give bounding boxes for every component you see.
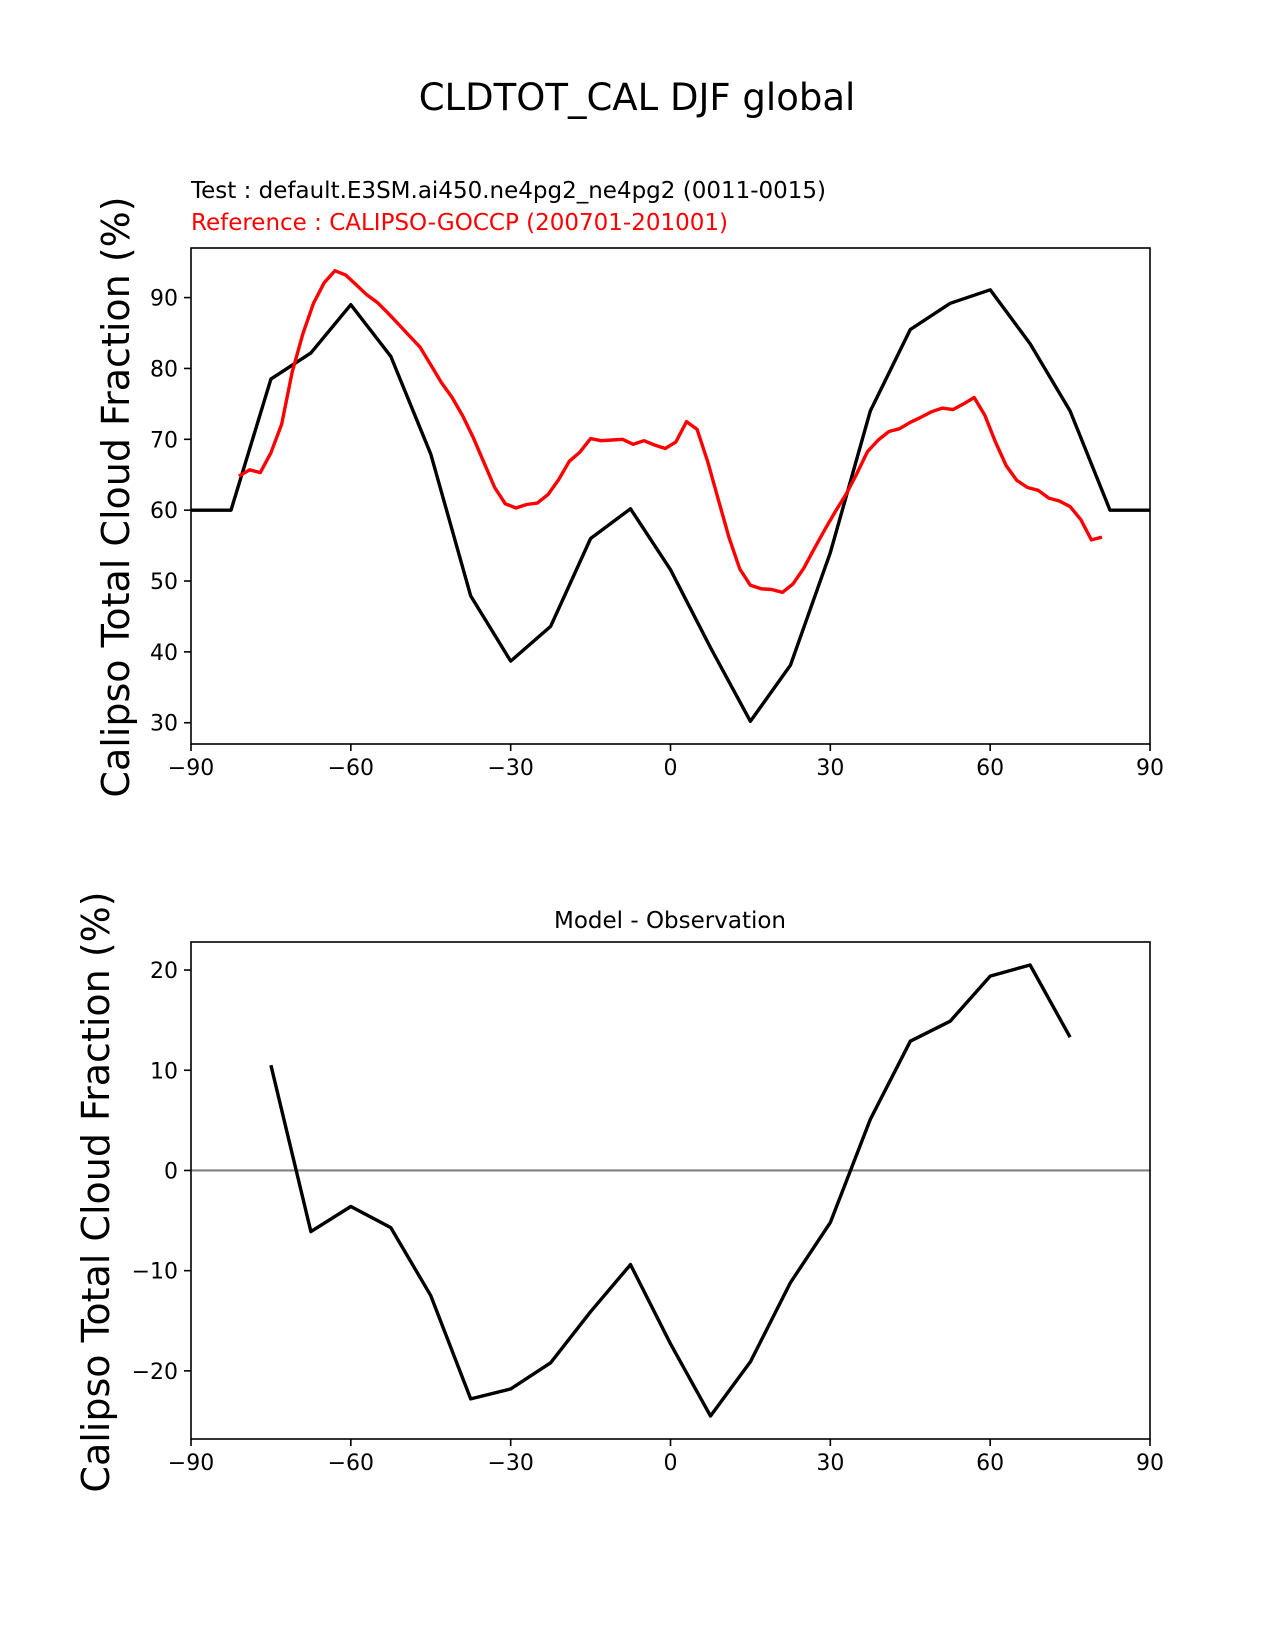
top-chart: Test : default.E3SM.ai450.ne4pg2_ne4pg2 …: [94, 178, 1164, 798]
bottom-series-line-0: [269, 963, 1072, 1418]
bottom-y-tick-label: 10: [150, 1059, 178, 1084]
top-x-tick-label: −60: [328, 756, 374, 781]
top-x-tick-label: 60: [976, 756, 1004, 781]
bottom-plot-lines: [191, 963, 1150, 1418]
top-y-tick-label: 60: [150, 499, 178, 524]
top-y-tick-label: 50: [150, 570, 178, 595]
bottom-y-tick-label: 20: [150, 959, 178, 984]
top-x-tick-label: 0: [664, 756, 678, 781]
top-x-tick-label: −30: [487, 756, 533, 781]
bottom-x-tick-label: 30: [816, 1451, 844, 1476]
bottom-x-tick-label: −60: [328, 1451, 374, 1476]
bottom-y-tick-label: −20: [132, 1360, 178, 1385]
bottom-plot-frame: [190, 941, 1151, 1440]
bottom-y-tick-label: −10: [132, 1260, 178, 1285]
figure-title: CLDTOT_CAL DJF global: [419, 76, 856, 119]
top-series-line-1: [238, 269, 1103, 595]
top-y-tick-label: 30: [150, 712, 178, 737]
top-y-tick-label: 90: [150, 287, 178, 312]
bottom-chart: Model - Observation Calipso Total Cloud …: [74, 891, 1164, 1492]
top-y-tick-label: 70: [150, 428, 178, 453]
bottom-y-axis-label: Calipso Total Cloud Fraction (%): [74, 891, 118, 1492]
bottom-axis-ticks: −90 −60 −30 0 30 60 90 −20 −10 0 10 20: [132, 959, 1164, 1476]
test-label: Test : default.E3SM.ai450.ne4pg2_ne4pg2 …: [190, 178, 826, 204]
bottom-x-tick-label: 0: [664, 1451, 678, 1476]
bottom-chart-title: Model - Observation: [554, 908, 786, 934]
top-y-tick-label: 40: [150, 641, 178, 666]
bottom-x-tick-label: −30: [487, 1451, 533, 1476]
top-x-tick-label: 30: [816, 756, 844, 781]
reference-label: Reference : CALIPSO-GOCCP (200701-201001…: [191, 210, 728, 236]
top-x-tick-label: −90: [168, 756, 214, 781]
top-series-line-0: [191, 288, 1150, 723]
bottom-x-tick-label: −90: [168, 1451, 214, 1476]
bottom-y-tick-label: 0: [164, 1159, 178, 1184]
top-y-axis-label: Calipso Total Cloud Fraction (%): [94, 196, 138, 797]
bottom-x-tick-label: 90: [1136, 1451, 1164, 1476]
top-plot-lines: [191, 269, 1150, 723]
top-x-tick-label: 90: [1136, 756, 1164, 781]
bottom-x-tick-label: 60: [976, 1451, 1004, 1476]
top-axis-ticks: −90 −60 −30 0 30 60 90 30 40 50 60 70 80 90: [150, 287, 1164, 781]
top-y-tick-label: 80: [150, 357, 178, 382]
top-plot-frame: [190, 247, 1151, 745]
